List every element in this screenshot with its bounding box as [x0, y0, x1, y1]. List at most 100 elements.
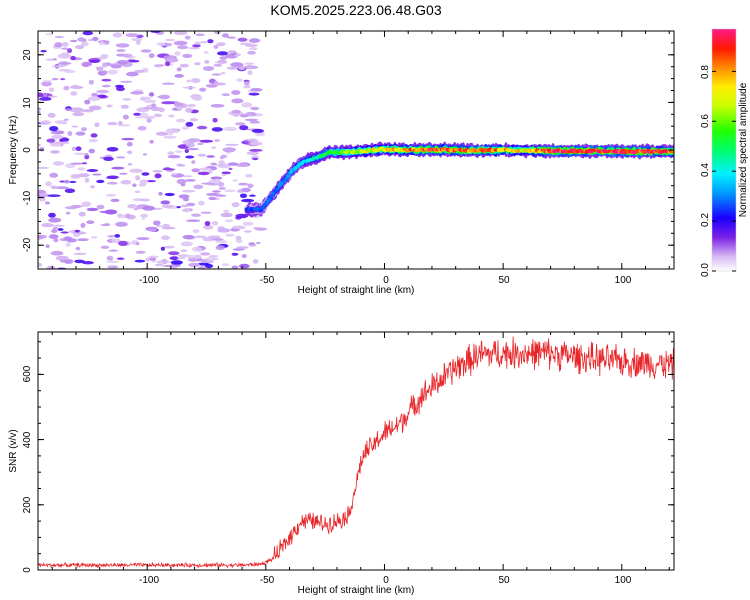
spectrogram-noise-blob — [137, 125, 147, 131]
spectrogram-noise-blob — [213, 44, 219, 49]
spectrogram-noise-blob — [247, 90, 253, 93]
spectrogram-noise-blob — [221, 154, 228, 159]
spectrogram-noise-blob — [244, 118, 259, 122]
spectrogram-noise-blob — [239, 193, 248, 199]
spectrogram-noise-blob — [193, 254, 202, 259]
spectrogram-noise-blob — [148, 53, 155, 59]
spectrogram-noise-blob — [64, 163, 76, 169]
spectrogram-noise-blob — [178, 194, 190, 199]
spectrogram-noise-blob — [115, 221, 128, 227]
spectrogram-xtick-label: -50 — [260, 275, 275, 286]
spectrogram-noise-blob — [241, 198, 255, 203]
spectrogram-noise-blob — [51, 229, 58, 233]
colorbar-label: Normalized spectral amplitude — [738, 82, 749, 217]
spectrogram-noise-blob — [128, 59, 140, 63]
spectrogram-noise-blob — [88, 105, 102, 111]
spectrogram-noise-blob — [145, 257, 151, 262]
spectrogram-noise-blob — [77, 167, 86, 171]
spectrogram-noise-blob — [250, 106, 260, 111]
spectrogram-noise-blob — [187, 138, 201, 143]
spectrogram-noise-blob — [39, 147, 45, 152]
spectrogram-noise-blob — [48, 234, 59, 240]
spectrogram-noise-blob — [215, 245, 225, 251]
spectrogram-noise-blob — [156, 42, 166, 46]
spectrogram-noise-blob — [213, 80, 218, 84]
spectrogram-noise-blob — [135, 250, 146, 254]
spectrogram-ytick-label: -20 — [22, 237, 33, 252]
spectrogram-noise-blob — [191, 160, 196, 164]
spectrogram-noise-blob — [69, 180, 77, 184]
spectrogram-noise-blob — [196, 142, 204, 146]
spectrogram-noise-blob — [70, 91, 78, 96]
spectrogram-noise-blob — [81, 261, 94, 265]
spectrogram-noise-blob — [199, 87, 207, 92]
spectrogram-noise-blob — [77, 37, 86, 42]
spectrogram-noise-blob — [102, 70, 108, 74]
snr-ytick-label: 200 — [22, 496, 33, 513]
spectrogram-noise-blob — [223, 126, 238, 132]
spectrogram-noise-blob — [191, 213, 201, 217]
spectrogram-noise-blob — [134, 259, 146, 263]
colorbar-tick-label: 0.6 — [700, 114, 711, 128]
spectrogram-noise-blob — [142, 153, 147, 156]
spectrogram-noise-blob — [88, 138, 99, 143]
spectrogram-noise-blob — [154, 263, 164, 267]
spectrogram-noise-blob — [213, 31, 221, 35]
spectrogram-noise-blob — [213, 178, 221, 184]
spectrogram-noise-blob — [38, 166, 50, 169]
colorbar-gradient — [712, 29, 736, 271]
spectrogram-noise-blob — [86, 169, 99, 172]
spectrogram-noise-blob — [160, 246, 165, 251]
spectrogram-noise-blob — [154, 64, 164, 68]
spectrogram-noise-blob — [161, 204, 175, 208]
spectrogram-noise-blob — [247, 70, 253, 76]
spectrogram-noise-blob — [218, 187, 226, 190]
spectrogram-noise-blob — [230, 62, 244, 67]
spectrogram-noise-blob — [196, 125, 208, 130]
spectrogram-noise-blob — [175, 150, 183, 154]
spectrogram-panel: -100 -50 0 50 100 -20 -10 0 10 20 Height… — [8, 30, 675, 296]
spectrogram-noise-blob — [81, 63, 90, 68]
spectrogram-noise-blob — [50, 250, 64, 256]
spectrogram-noise-blob — [200, 211, 212, 214]
spectrogram-noise-blob — [253, 227, 260, 230]
spectrogram-noise-blob — [217, 228, 231, 233]
spectrogram-noise-blob — [204, 221, 211, 226]
spectrogram-noise-blob — [155, 131, 169, 136]
spectrogram-noise-blob — [214, 139, 220, 142]
spectrogram-noise-blob — [52, 224, 65, 227]
spectrogram-noise-blob — [46, 194, 61, 197]
spectrogram-noise-blob — [181, 189, 196, 193]
spectrogram-noise-blob — [70, 84, 80, 89]
spectrogram-noise-blob — [67, 131, 73, 136]
spectrogram-noise-blob — [90, 185, 95, 189]
spectrogram-noise-blob — [211, 73, 222, 76]
spectrogram-noise-blob — [227, 50, 237, 54]
spectrogram-noise-blob — [60, 231, 69, 234]
spectrogram-noise-blob — [182, 234, 195, 240]
spectrogram-noise-blob — [70, 162, 84, 165]
spectrogram-noise-blob — [59, 180, 66, 183]
spectrogram-noise-blob — [106, 175, 119, 180]
spectrogram-noise-blob — [50, 185, 58, 190]
spectrogram-noise-blob — [148, 228, 157, 232]
spectrogram-xtick-label: 100 — [615, 275, 632, 286]
spectrogram-noise-blob — [63, 236, 73, 241]
spectrogram-noise-blob — [160, 200, 171, 205]
spectrogram-noise-blob — [176, 45, 189, 50]
spectrogram-noise-blob — [134, 116, 148, 119]
spectrogram-noise-blob — [193, 184, 204, 190]
spectrogram-noise-blob — [205, 257, 219, 261]
spectrogram-noise-blob — [142, 205, 155, 211]
spectrogram-noise-blob — [211, 127, 223, 132]
spectrogram-noise-blob — [45, 244, 50, 249]
snr-xtick-label: -100 — [139, 575, 159, 586]
spectrogram-noise-blob — [98, 41, 105, 46]
spectrogram-noise-blob — [38, 107, 41, 111]
spectrogram-noise-blob — [182, 175, 193, 178]
spectrogram-noise-blob — [80, 222, 86, 228]
spectrogram-noise-blob — [117, 124, 131, 127]
spectrogram-noise-blob — [232, 179, 238, 182]
spectrogram-noise-blob — [237, 189, 244, 193]
